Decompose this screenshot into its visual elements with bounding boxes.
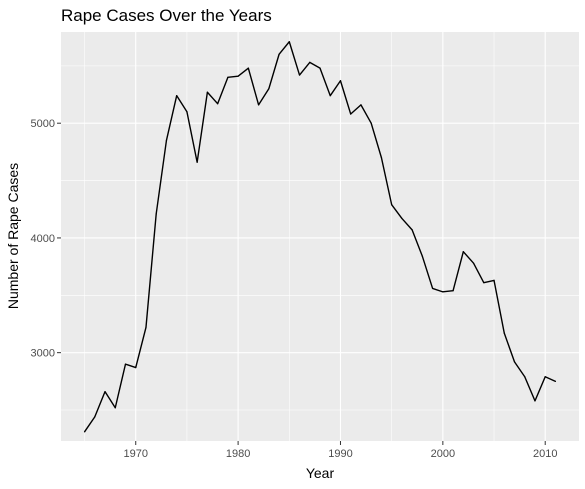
y-tick-label: 3000 <box>31 348 55 360</box>
data-point <box>504 333 505 334</box>
data-point <box>483 282 484 283</box>
data-point <box>340 80 341 81</box>
y-tick-label: 4000 <box>31 233 55 245</box>
x-tick-label: 2010 <box>533 448 557 460</box>
data-point <box>545 376 546 377</box>
data-point <box>125 364 126 365</box>
data-point <box>135 367 136 368</box>
plot-panel <box>61 32 579 441</box>
data-point <box>94 416 95 417</box>
data-point <box>289 41 290 42</box>
data-point <box>360 104 361 105</box>
y-tick-label: 5000 <box>31 118 55 130</box>
data-point <box>227 77 228 78</box>
data-point <box>217 103 218 104</box>
x-tick-label: 1980 <box>226 448 250 460</box>
data-point <box>145 327 146 328</box>
x-axis-title: Year <box>306 465 335 481</box>
data-point <box>258 104 259 105</box>
data-point <box>463 251 464 252</box>
data-point <box>432 288 433 289</box>
y-axis: 3000 4000 5000 <box>31 118 61 359</box>
y-axis-title: Number of Rape Cases <box>5 163 21 309</box>
data-point <box>186 111 187 112</box>
chart-title: Rape Cases Over the Years <box>61 6 272 25</box>
x-tick-label: 2000 <box>431 448 455 460</box>
data-point <box>350 113 351 114</box>
data-point <box>84 431 85 432</box>
data-point <box>412 229 413 230</box>
x-tick-label: 1990 <box>328 448 352 460</box>
data-point <box>391 204 392 205</box>
data-point <box>381 157 382 158</box>
data-point <box>197 162 198 163</box>
data-point <box>115 407 116 408</box>
data-point <box>299 74 300 75</box>
data-point <box>248 68 249 69</box>
data-point <box>514 361 515 362</box>
data-point <box>268 88 269 89</box>
data-point <box>442 291 443 292</box>
data-point <box>330 95 331 96</box>
data-point <box>176 95 177 96</box>
x-axis: 1970 1980 1990 2000 2010 <box>123 441 557 460</box>
data-point <box>207 92 208 93</box>
x-tick-label: 1970 <box>123 448 147 460</box>
data-point <box>401 218 402 219</box>
data-point <box>319 68 320 69</box>
data-point <box>309 62 310 63</box>
data-point <box>493 280 494 281</box>
data-point <box>166 140 167 141</box>
data-point <box>278 54 279 55</box>
data-point <box>371 123 372 124</box>
data-point <box>104 391 105 392</box>
data-point <box>156 213 157 214</box>
data-point <box>473 263 474 264</box>
data-point <box>534 400 535 401</box>
data-point <box>452 290 453 291</box>
data-point <box>422 256 423 257</box>
data-point <box>238 76 239 77</box>
data-point <box>555 381 556 382</box>
data-point <box>524 376 525 377</box>
